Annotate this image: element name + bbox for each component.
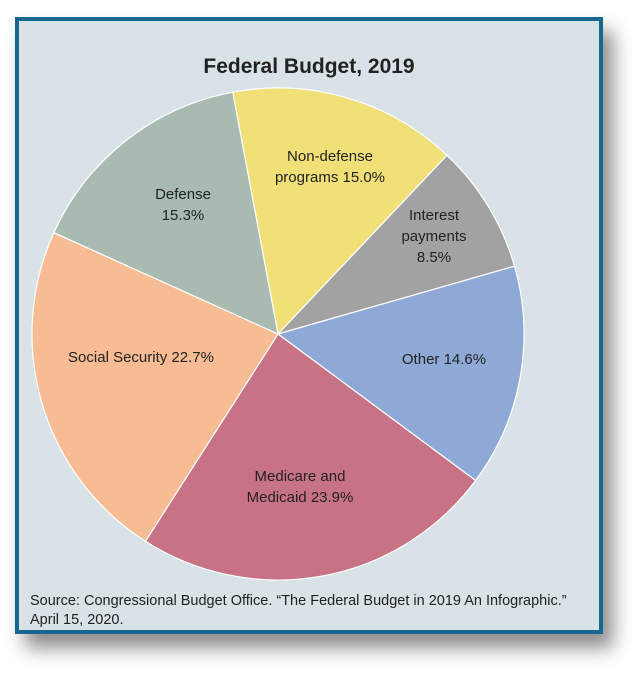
slice-label-line: Other 14.6% <box>402 351 486 368</box>
slice-label-line: 15.3% <box>162 207 205 224</box>
slice-label: Interest payments 8.5% <box>401 207 466 266</box>
pie-slice-medicare-and-medicaid <box>144 333 477 581</box>
slice-label-line: Medicare and <box>255 468 346 485</box>
pie-slice-interest-payments <box>276 154 516 336</box>
slice-label: Social Security 22.7% <box>68 349 214 366</box>
slice-label-line: programs 15.0% <box>275 169 385 186</box>
slice-label: Non-defense programs 15.0% <box>275 148 385 186</box>
pie-slice-social-security <box>31 231 279 543</box>
slice-label: Other 14.6% <box>402 351 486 368</box>
slice-label: Defense 15.3% <box>155 186 211 224</box>
pie-slice-non-defense-programs <box>232 87 448 336</box>
pie-slice-defense <box>53 91 279 336</box>
slice-label: Medicare and Medicaid 23.9% <box>247 468 354 506</box>
slice-label-line: Social Security 22.7% <box>68 349 214 366</box>
slice-label-line: payments <box>401 228 466 245</box>
chart-source: Source: Congressional Budget Office. “Th… <box>30 593 567 628</box>
slice-label-line: Defense <box>155 186 211 203</box>
pie-slice-other <box>276 265 525 482</box>
slice-label-line: Interest <box>409 207 460 224</box>
slice-label-line: Non-defense <box>287 148 373 165</box>
slice-label-line: 8.5% <box>417 249 451 266</box>
chart-title: Federal Budget, 2019 <box>203 55 415 78</box>
slice-label-line: Medicaid 23.9% <box>247 489 354 506</box>
